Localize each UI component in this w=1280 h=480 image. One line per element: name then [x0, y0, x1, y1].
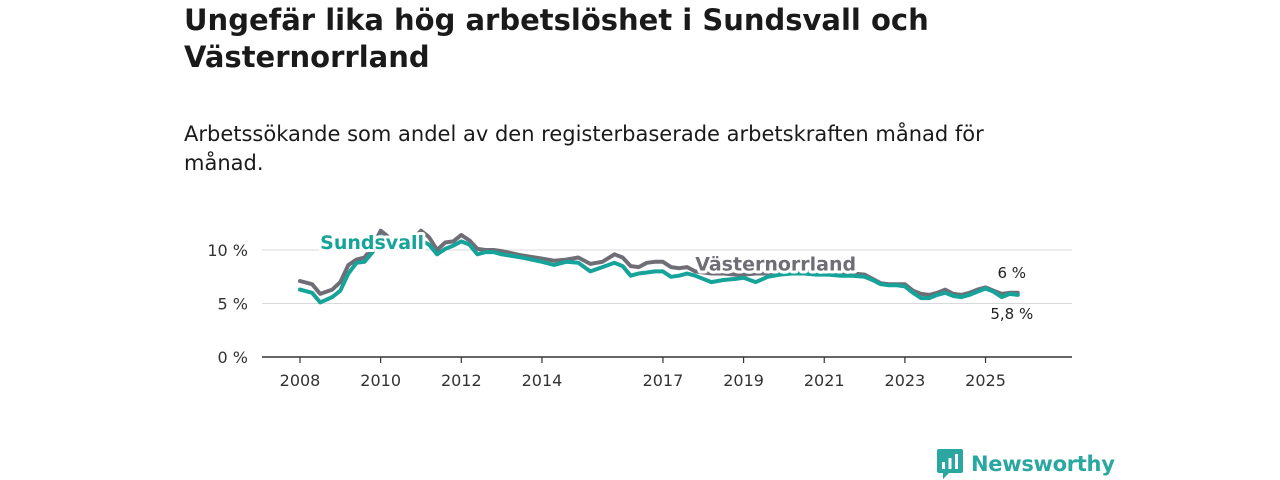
gridlines — [262, 249, 1072, 304]
x-tick-label: 2021 — [804, 371, 845, 390]
y-tick-label: 5 % — [218, 295, 248, 314]
x-tick-label: 2010 — [360, 371, 401, 390]
chart-subtitle: Arbetssökande som andel av den registerb… — [184, 122, 984, 175]
x-tick-label: 2023 — [885, 371, 926, 390]
newsworthy-logo: Newsworthy — [937, 449, 1115, 479]
x-tick-label: 2019 — [723, 371, 764, 390]
x-tick-label: 2014 — [522, 371, 563, 390]
y-tick-label: 10 % — [207, 241, 248, 260]
end-label-sundsvall: 5,8 % — [990, 305, 1033, 323]
x-tick-label: 2017 — [643, 371, 684, 390]
axes: 0 % 5 % 10 % 2008 2010 2012 2014 2017 2019 2021 20… — [207, 241, 1072, 390]
series-line-sundsvall — [298, 234, 1020, 305]
series-line-v-sternorrland — [298, 228, 1020, 297]
x-tick-label: 2008 — [280, 371, 321, 390]
series-label-sundsvall: Sundsvall — [320, 232, 424, 254]
series-label-v-sternorrland: Västernorrland — [695, 253, 856, 275]
series-labels: Västernorrland Sundsvall 6 % 5,8 % — [317, 229, 1035, 325]
chart-title: Ungefär lika hög arbetslöshet i Sundsval… — [184, 3, 929, 74]
end-label-vasternorrland: 6 % — [998, 264, 1027, 282]
x-tick-label: 2025 — [965, 371, 1006, 390]
newsworthy-logo-icon — [937, 449, 963, 479]
brand-name: Newsworthy — [971, 452, 1115, 476]
x-tick-label: 2012 — [441, 371, 482, 390]
y-tick-label: 0 % — [218, 348, 248, 367]
series-lines — [298, 228, 1020, 305]
